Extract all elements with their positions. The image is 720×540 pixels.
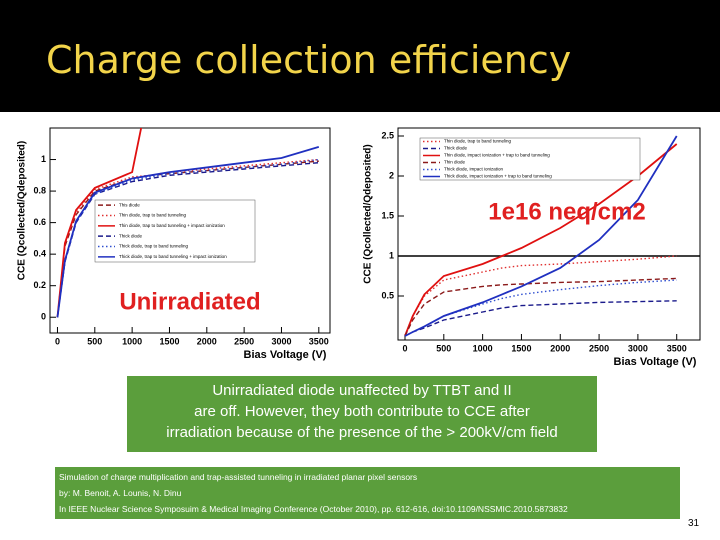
charts: 00.20.40.60.810 500 1000 1500 2000 2500 3000 35… — [17, 127, 701, 368]
x-tick-label: 500 — [436, 343, 451, 353]
legend-label: Thin diode, trap to band tunneling + imp… — [119, 223, 225, 228]
caption: Unirradiated diode unaffected by TTBT an… — [127, 376, 597, 452]
y-tick-label: 1 — [41, 154, 46, 164]
annotation: Unirradiated — [119, 288, 260, 315]
y-tick-label: 0.8 — [33, 185, 46, 195]
citation-line: by: M. Benoit, A. Lounis, N. Dinu — [59, 488, 182, 498]
y-tick-label: 0 — [41, 312, 46, 322]
title-band — [0, 0, 720, 112]
series-line — [56, 158, 319, 318]
series-group — [404, 135, 678, 337]
legend-box — [419, 137, 641, 181]
y-tick-label: 1.5 — [381, 210, 394, 220]
caption-line: irradiation because of the presence of t… — [166, 424, 558, 441]
x-tick-label: 2000 — [197, 336, 217, 346]
y-tick-label: 0.2 — [33, 280, 46, 290]
series-group — [56, 128, 320, 318]
x-tick-label: 0 — [55, 336, 60, 346]
y-tick-label: 0.4 — [33, 249, 46, 259]
legend-label: Thin diode, trap to band tunneling — [119, 213, 187, 218]
x-tick-label: 500 — [87, 336, 102, 346]
y-tick-label: 0.6 — [33, 217, 46, 227]
x-axis-label: Bias Voltage (V) — [244, 349, 327, 361]
x-tick-label: 3500 — [667, 343, 687, 353]
x-tick-label: 2000 — [550, 343, 570, 353]
series-line — [56, 128, 143, 318]
annotation: 1e16 neq/cm2 — [488, 198, 645, 225]
citation-line: In IEEE Nuclear Science Symposuim & Medi… — [59, 504, 568, 514]
x-tick-label: 3000 — [271, 336, 291, 346]
legend-label: Thick diode, trap to band tunneling — [119, 244, 189, 249]
x-tick-label: 0 — [402, 343, 407, 353]
y-axis-label: CCE (Qcollected/Qdeposited) — [17, 141, 28, 280]
citation-line: Simulation of charge multiplication and … — [59, 472, 418, 482]
y-tick-label: 2.5 — [381, 130, 394, 140]
legend-label: Thin diode, impact ionization + trap to … — [444, 153, 550, 158]
x-tick-label: 1500 — [511, 343, 531, 353]
series-line — [404, 143, 678, 337]
series-line — [404, 300, 677, 337]
page-number: 31 — [688, 518, 700, 529]
caption-line: Unirradiated diode unaffected by TTBT an… — [212, 382, 512, 399]
citation: Simulation of charge multiplication and … — [55, 467, 680, 519]
legend-label: Thin diode — [444, 160, 466, 165]
x-axis-label: Bias Voltage (V) — [614, 356, 697, 368]
series-line — [56, 146, 320, 318]
legend-label: Thick diode — [444, 146, 468, 151]
y-tick-label: 0.5 — [381, 290, 394, 300]
caption-line: are off. However, they both contribute t… — [194, 403, 530, 420]
series-line — [404, 135, 678, 337]
legend-label: Thick diode, impact ionization — [444, 167, 504, 172]
y-tick-label: 2 — [389, 170, 394, 180]
legend-label: Thin diode, trap to band tunneling — [444, 139, 512, 144]
x-tick-label: 3000 — [628, 343, 648, 353]
slide-title: Charge collection efficiency — [46, 38, 572, 82]
x-tick-label: 2500 — [589, 343, 609, 353]
legend-label: Thick diode, trap to band tunneling + im… — [119, 254, 227, 259]
legend-label: Thick diode, impact ionization + trap to… — [444, 174, 552, 179]
legend-label: Thick diode — [119, 233, 143, 238]
x-tick-label: 1500 — [159, 336, 179, 346]
legend-label: This diode — [119, 202, 140, 207]
x-tick-label: 1000 — [122, 336, 142, 346]
x-tick-label: 1000 — [473, 343, 493, 353]
y-tick-label: 1 — [389, 250, 394, 260]
y-axis-label: CCE (Qcollected/Qdeposited) — [363, 144, 374, 283]
legend-box — [94, 199, 256, 263]
x-tick-label: 2500 — [234, 336, 254, 346]
x-tick-label: 3500 — [309, 336, 329, 346]
